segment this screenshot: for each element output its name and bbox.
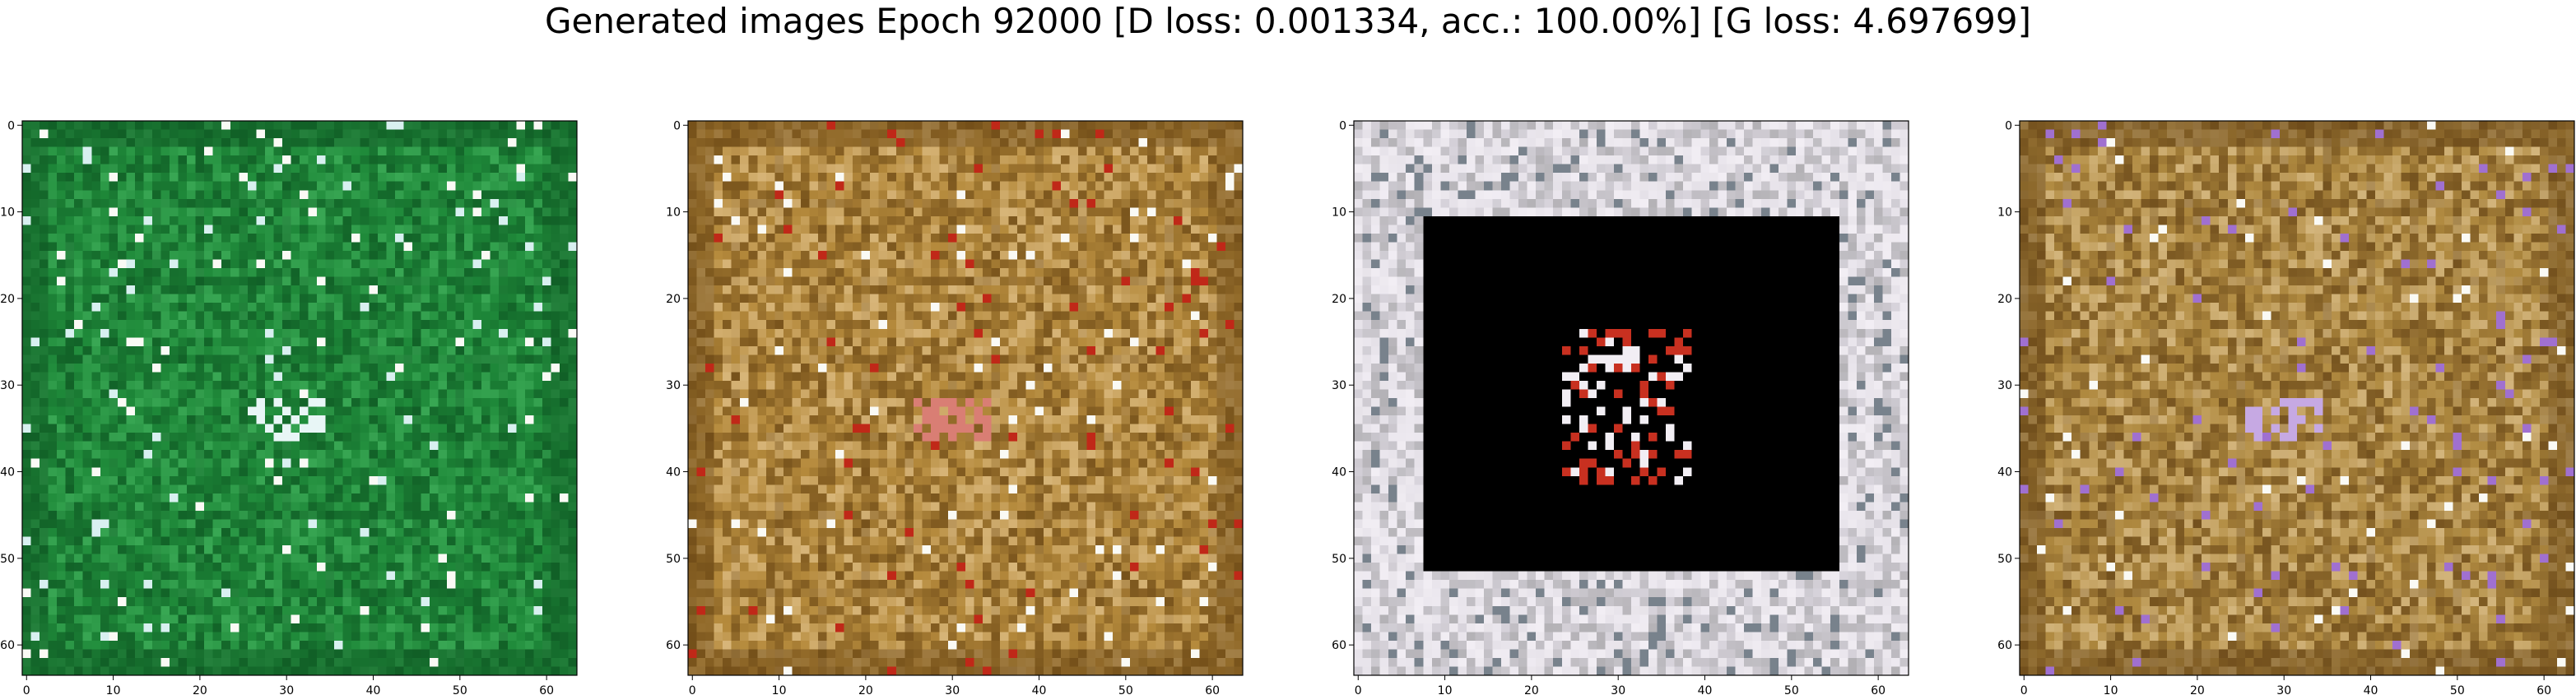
- heatmap-image: [2020, 121, 2574, 675]
- subplot-1: 0 10 20 30 40 50 60 0 10 20 30 40 50 60: [0, 119, 578, 695]
- axes-frame: [1353, 120, 1909, 676]
- x-tick-label: 50: [1118, 684, 1133, 695]
- x-tick-label: 20: [1524, 684, 1539, 695]
- x-tick-label: 60: [1205, 684, 1220, 695]
- y-tick-label: 50: [1332, 553, 1346, 566]
- x-tick-label: 60: [539, 684, 554, 695]
- y-tick-label: 10: [1332, 206, 1346, 220]
- x-tick-label: 0: [689, 684, 696, 695]
- y-tick-label: 30: [1332, 379, 1346, 392]
- y-tick-label: 20: [1332, 293, 1346, 306]
- x-tick-label: 10: [1438, 684, 1453, 695]
- x-tick-label: 10: [772, 684, 787, 695]
- y-tick-label: 40: [1332, 466, 1346, 480]
- y-tick-label: 10: [1997, 206, 2012, 220]
- x-tick-label: 40: [2364, 684, 2378, 695]
- y-tick-label: 40: [1997, 466, 2012, 480]
- axes-frame: [687, 120, 1244, 676]
- y-tick-label: 0: [2005, 119, 2012, 132]
- heatmap-image: [22, 121, 577, 675]
- x-tick-label: 40: [1032, 684, 1047, 695]
- x-tick-label: 30: [945, 684, 960, 695]
- x-tick-label: 60: [2536, 684, 2551, 695]
- heatmap-image: [688, 121, 1243, 675]
- y-tick-label: 20: [666, 293, 681, 306]
- y-tick-label: 20: [0, 293, 15, 306]
- y-tick-label: 60: [1997, 639, 2012, 652]
- y-tick-label: 0: [673, 119, 681, 132]
- y-tick-label: 10: [666, 206, 681, 220]
- y-tick-label: 30: [0, 379, 15, 392]
- x-tick-label: 40: [1698, 684, 1713, 695]
- y-tick-label: 50: [1997, 553, 2012, 566]
- y-tick-label: 30: [666, 379, 681, 392]
- figure-title: Generated images Epoch 92000 [D loss: 0.…: [544, 1, 2032, 41]
- x-tick-label: 20: [858, 684, 873, 695]
- heatmap-image: [1354, 121, 1909, 675]
- subplot-2: 0 10 20 30 40 50 60 0 10 20 30 40 50 60: [666, 119, 1244, 695]
- y-tick-label: 40: [0, 466, 15, 480]
- subplot-3: 0 10 20 30 40 50 60 0 10 20 30 40 50 60: [1332, 119, 1909, 695]
- subplot-4: 0 10 20 30 40 50 60 0 10 20 30 40 50 60: [1997, 119, 2575, 695]
- y-tick-label: 0: [7, 119, 15, 132]
- x-tick-label: 50: [453, 684, 467, 695]
- x-tick-label: 30: [1611, 684, 1625, 695]
- x-tick-label: 0: [1355, 684, 1362, 695]
- x-tick-label: 10: [106, 684, 121, 695]
- x-tick-label: 20: [2190, 684, 2205, 695]
- x-tick-label: 50: [2450, 684, 2465, 695]
- y-tick-label: 30: [1997, 379, 2012, 392]
- y-tick-label: 10: [0, 206, 15, 220]
- y-tick-label: 20: [1997, 293, 2012, 306]
- x-tick-label: 30: [2276, 684, 2291, 695]
- y-tick-label: 50: [666, 553, 681, 566]
- x-tick-label: 60: [1871, 684, 1886, 695]
- y-tick-label: 40: [666, 466, 681, 480]
- x-tick-label: 10: [2104, 684, 2118, 695]
- y-tick-label: 50: [0, 553, 15, 566]
- y-tick-label: 60: [666, 639, 681, 652]
- x-tick-label: 20: [193, 684, 207, 695]
- x-tick-label: 50: [1784, 684, 1799, 695]
- y-tick-label: 60: [1332, 639, 1346, 652]
- x-tick-label: 30: [279, 684, 294, 695]
- x-tick-label: 0: [23, 684, 30, 695]
- axes-frame: [21, 120, 578, 676]
- x-tick-label: 0: [2020, 684, 2028, 695]
- axes-frame: [2019, 120, 2575, 676]
- y-tick-label: 0: [1339, 119, 1346, 132]
- x-tick-label: 40: [366, 684, 381, 695]
- y-tick-label: 60: [0, 639, 15, 652]
